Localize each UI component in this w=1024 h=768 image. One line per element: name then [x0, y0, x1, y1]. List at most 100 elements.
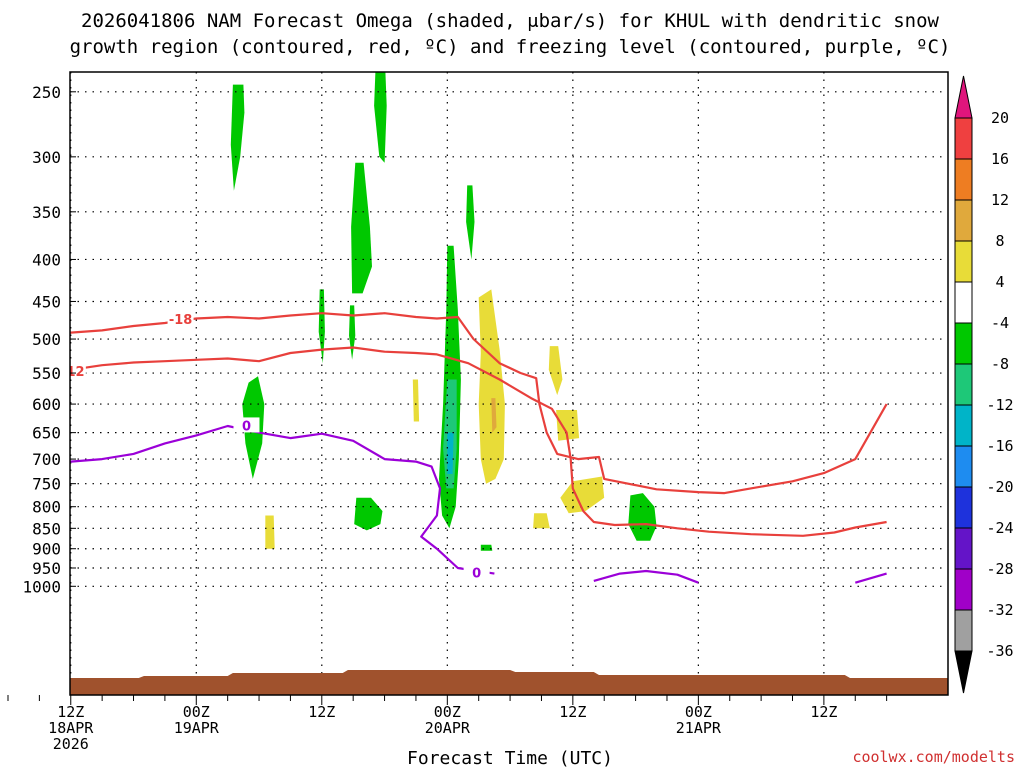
colorbar-label-3: 8 — [995, 232, 1004, 250]
chart-title-line2: growth region (contoured, red, ºC) and f… — [70, 36, 951, 58]
colorbar-box-11 — [954, 568, 973, 611]
colorbar-bottom-arrow — [954, 650, 973, 694]
colorbar-label-13: -36 — [986, 642, 1013, 660]
dgz-contour-label-1: -12 — [61, 365, 85, 380]
omega-region-4 — [318, 289, 325, 364]
omega-region-12 — [447, 432, 454, 474]
omega-region-0 — [230, 84, 245, 191]
ground-terrain — [70, 670, 948, 695]
dgz-contours: -18 -12 — [61, 311, 888, 537]
freezing-contour-line-0 — [70, 424, 495, 575]
colorbar-box-8 — [954, 445, 973, 488]
omega-region-13 — [478, 289, 505, 484]
omega-region-20 — [265, 515, 275, 549]
dgz-contour-line-1 — [70, 346, 887, 537]
x-tick-label-54-0: 12Z — [559, 703, 586, 721]
freezing-contour-line-2 — [593, 569, 699, 584]
x-tick-label-78-0: 12Z — [810, 703, 837, 721]
y-tick-label-350: 350 — [32, 203, 61, 222]
freezing-contour-line-3 — [854, 572, 887, 584]
x-tick-label-42-0: 00Z — [434, 703, 461, 721]
colorbar-label-9: -20 — [986, 478, 1013, 496]
omega-region-15 — [548, 346, 563, 396]
omega-region-14 — [491, 398, 497, 433]
colorbar-box-9 — [954, 486, 973, 529]
x-tick-label-18-1: 19APR — [174, 719, 220, 737]
omega-region-8 — [354, 497, 383, 531]
ground-layer — [70, 670, 948, 695]
freezing-contour-label-0: 0 — [242, 419, 251, 434]
y-tick-label-800: 800 — [32, 498, 61, 517]
dgz-contour-label-bg-0 — [167, 311, 194, 327]
colorbar-label-8: -16 — [986, 437, 1013, 455]
colorbar-label-0: 20 — [991, 109, 1009, 127]
x-tick-label-6-0: 12Z — [57, 703, 84, 721]
colorbar-box-10 — [954, 527, 973, 570]
colorbar-label-1: 16 — [991, 150, 1009, 168]
y-tick-label-650: 650 — [32, 424, 61, 443]
colorbar-box-3 — [954, 240, 973, 283]
omega-region-9 — [628, 493, 657, 541]
omega-region-10 — [480, 544, 493, 551]
colorbar-label-10: -24 — [986, 519, 1013, 537]
colorbar: 20 16 12 8 4 -4 -8 -12 -16 -20 -24 -28 -32 -36 — [954, 75, 1014, 694]
colorbar-label-4: 4 — [995, 273, 1004, 291]
omega-region-1 — [374, 72, 387, 163]
x-tick-label-18-0: 00Z — [183, 703, 210, 721]
colorbar-box-2 — [954, 199, 973, 242]
colorbar-box-0 — [954, 117, 973, 160]
x-tick-label-42-1: 20APR — [425, 719, 471, 737]
y-tick-label-600: 600 — [32, 395, 61, 414]
dgz-contour-label-0: -18 — [169, 313, 193, 328]
colorbar-box-5 — [954, 322, 973, 365]
colorbar-box-6 — [954, 363, 973, 406]
y-tick-label-1000: 1000 — [22, 577, 61, 596]
x-tick-label-66-0: 00Z — [685, 703, 712, 721]
colorbar-label-12: -32 — [986, 601, 1013, 619]
omega-region-2 — [351, 162, 372, 294]
plot-frame — [69, 71, 949, 696]
y-tick-label-450: 450 — [32, 292, 61, 311]
credit-link[interactable]: coolwx.com/modelts — [852, 748, 1015, 766]
y-tick-label-400: 400 — [32, 250, 61, 269]
y-tick-label-300: 300 — [32, 148, 61, 167]
colorbar-box-12 — [954, 609, 973, 652]
omega-region-3 — [466, 185, 475, 260]
omega-region-19 — [412, 379, 420, 422]
colorbar-top-arrow — [954, 75, 973, 119]
y-tick-label-250: 250 — [32, 83, 61, 102]
y-axis: 250 300 350 400 450 500 550 600 650 700 750 800 850 9… — [22, 83, 76, 596]
colorbar-box-7 — [954, 404, 973, 447]
omega-region-17 — [560, 476, 605, 514]
dgz-contour-label-bg-1 — [70, 363, 86, 379]
x-tick-label-6-1: 18APR — [48, 719, 94, 737]
freezing-contour-label-bg-0 — [233, 417, 260, 433]
omega-shading-layer — [230, 72, 657, 551]
freezing-level-contours: 00 — [70, 417, 887, 584]
y-tick-label-900: 900 — [32, 540, 61, 559]
y-tick-label-750: 750 — [32, 475, 61, 494]
colorbar-label-7: -12 — [986, 396, 1013, 414]
x-tick-label-6-2: 2026 — [53, 735, 89, 753]
omega-region-18 — [533, 513, 550, 529]
y-tick-label-950: 950 — [32, 559, 61, 578]
colorbar-label-11: -28 — [986, 560, 1013, 578]
freezing-contour-label-1: 0 — [472, 566, 481, 581]
x-tick-label-30-0: 12Z — [308, 703, 335, 721]
plot-background — [70, 72, 948, 695]
colorbar-label-2: 12 — [991, 191, 1009, 209]
y-tick-label-700: 700 — [32, 450, 61, 469]
colorbar-label-6: -8 — [991, 355, 1009, 373]
colorbar-box-1 — [954, 158, 973, 201]
colorbar-box-4 — [954, 281, 973, 324]
x-axis-label: Forecast Time (UTC) — [407, 748, 613, 768]
freezing-contour-label-bg-1 — [463, 564, 490, 580]
y-tick-label-500: 500 — [32, 330, 61, 349]
omega-region-5 — [349, 305, 356, 360]
chart-title-line1: 2026041806 NAM Forecast Omega (shaded, μ… — [81, 10, 939, 32]
y-tick-label-850: 850 — [32, 519, 61, 538]
colorbar-label-5: -4 — [991, 314, 1009, 332]
y-tick-label-550: 550 — [32, 364, 61, 383]
